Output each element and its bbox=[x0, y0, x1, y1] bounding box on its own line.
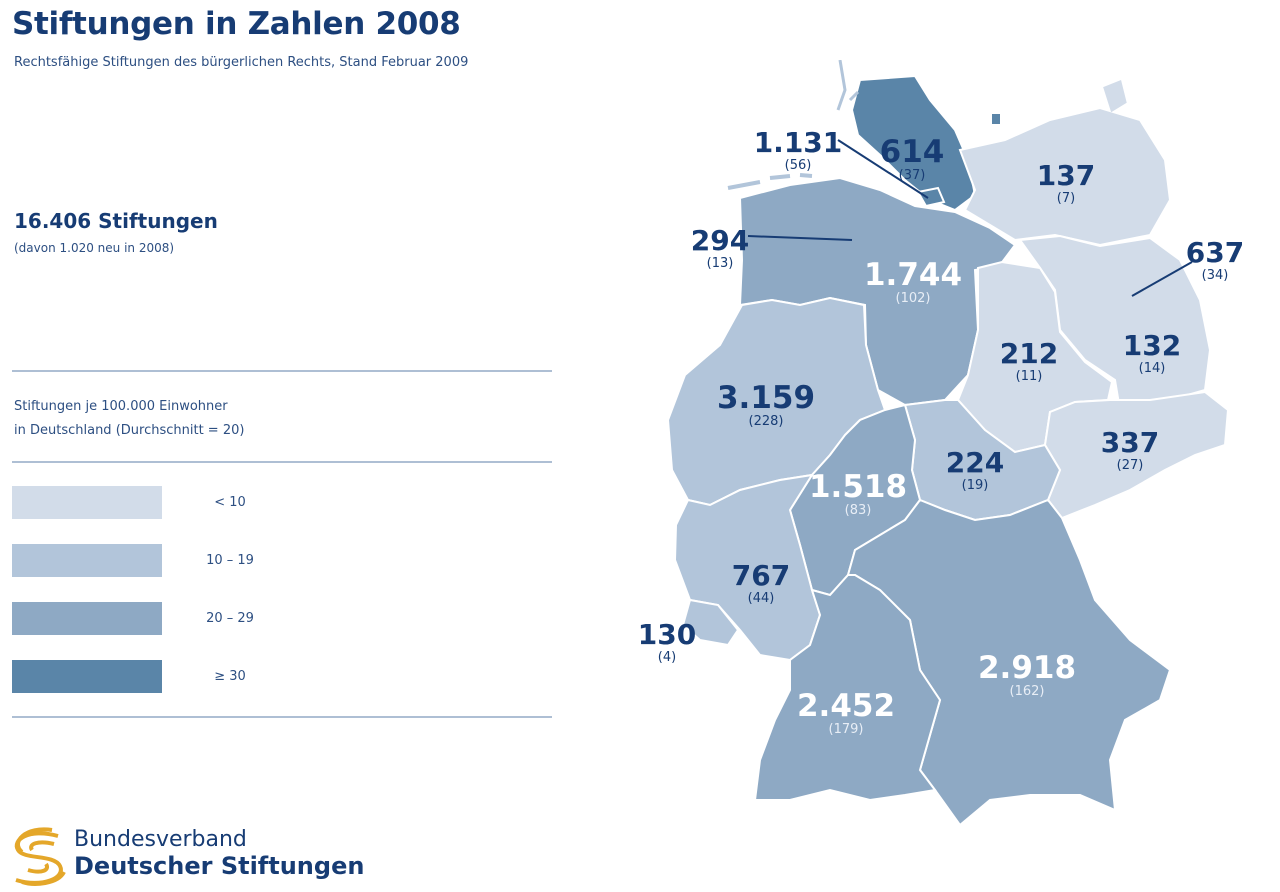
state-region bbox=[753, 574, 942, 802]
state-per-100k: (228) bbox=[749, 414, 784, 429]
state-total: 2.452 bbox=[797, 688, 895, 724]
legend-label-10-19: 10 – 19 bbox=[206, 553, 254, 568]
state-total: 637 bbox=[1186, 236, 1244, 269]
state-per-100k: (34) bbox=[1202, 268, 1229, 283]
state-per-100k: (13) bbox=[707, 256, 734, 271]
total-count: 16.406 Stiftungen bbox=[14, 209, 218, 233]
state-per-100k: (19) bbox=[962, 478, 989, 493]
state-per-100k: (102) bbox=[896, 291, 931, 306]
org-line2: Deutscher Stiftungen bbox=[74, 852, 365, 880]
germany-map: 614 1.131 137 294 1.744 637 132 212 3.15… bbox=[638, 60, 1244, 827]
legend-label-ge30: ≥ 30 bbox=[214, 669, 246, 684]
state-per-100k: (179) bbox=[829, 722, 864, 737]
state-region bbox=[958, 106, 1172, 247]
state-per-100k: (83) bbox=[845, 503, 872, 518]
state-total: 767 bbox=[732, 559, 790, 592]
state-per-100k: (27) bbox=[1117, 458, 1144, 473]
state-total: 132 bbox=[1123, 329, 1181, 362]
state-region bbox=[681, 598, 740, 647]
legend-title-line2: in Deutschland (Durchschnitt = 20) bbox=[14, 423, 245, 438]
page-title: Stiftungen in Zahlen 2008 bbox=[12, 6, 461, 42]
state-total: 130 bbox=[638, 618, 696, 651]
coast-detail bbox=[1103, 79, 1162, 161]
state-per-100k: (11) bbox=[1016, 369, 1043, 384]
org-line1: Bundesverband bbox=[74, 827, 247, 852]
state-per-100k: (4) bbox=[658, 650, 676, 665]
page-subtitle: Rechtsfähige Stiftungen des bürgerlichen… bbox=[14, 55, 469, 70]
legend-label-lt10: < 10 bbox=[214, 495, 246, 510]
legend-label-20-29: 20 – 29 bbox=[206, 611, 254, 626]
state-total: 1.744 bbox=[864, 257, 962, 293]
state-per-100k: (56) bbox=[785, 158, 812, 173]
state-total: 294 bbox=[691, 224, 749, 257]
leader-line bbox=[747, 235, 853, 241]
state-total: 2.918 bbox=[978, 650, 1076, 686]
state-total: 337 bbox=[1101, 426, 1159, 459]
state-total: 3.159 bbox=[717, 380, 815, 416]
state-region bbox=[850, 74, 977, 212]
legend-swatch-lt10 bbox=[12, 486, 162, 519]
legend-swatch-ge30 bbox=[12, 660, 162, 693]
divider bbox=[12, 716, 552, 718]
leader-line bbox=[837, 139, 929, 199]
state-total: 1.131 bbox=[754, 126, 843, 159]
legend-swatch-10-19 bbox=[12, 544, 162, 577]
state-region bbox=[916, 186, 946, 208]
new-count-note: (davon 1.020 neu in 2008) bbox=[14, 241, 175, 255]
divider bbox=[12, 370, 552, 372]
state-per-100k: (7) bbox=[1057, 191, 1075, 206]
state-total: 1.518 bbox=[809, 469, 907, 505]
leader-line bbox=[1131, 261, 1193, 297]
state-per-100k: (14) bbox=[1139, 361, 1166, 376]
coast-detail bbox=[727, 173, 813, 190]
state-total: 224 bbox=[946, 446, 1004, 479]
coast-detail bbox=[836, 60, 860, 111]
state-total: 614 bbox=[880, 134, 945, 170]
state-per-100k: (37) bbox=[899, 168, 926, 183]
state-total: 212 bbox=[1000, 337, 1058, 370]
foundation-logo-icon bbox=[14, 827, 66, 886]
logo-swirl bbox=[14, 827, 66, 886]
coast-detail bbox=[992, 114, 1000, 124]
state-total: 137 bbox=[1037, 159, 1095, 192]
legend-swatch-20-29 bbox=[12, 602, 162, 635]
state-per-100k: (44) bbox=[748, 591, 775, 606]
legend-title: Stiftungen je 100.000 Einwohner in Deuts… bbox=[14, 395, 244, 443]
divider bbox=[12, 461, 552, 463]
legend-title-line1: Stiftungen je 100.000 Einwohner bbox=[14, 399, 228, 414]
organization-name: Bundesverband Deutscher Stiftungen bbox=[74, 827, 364, 879]
state-per-100k: (162) bbox=[1010, 684, 1045, 699]
